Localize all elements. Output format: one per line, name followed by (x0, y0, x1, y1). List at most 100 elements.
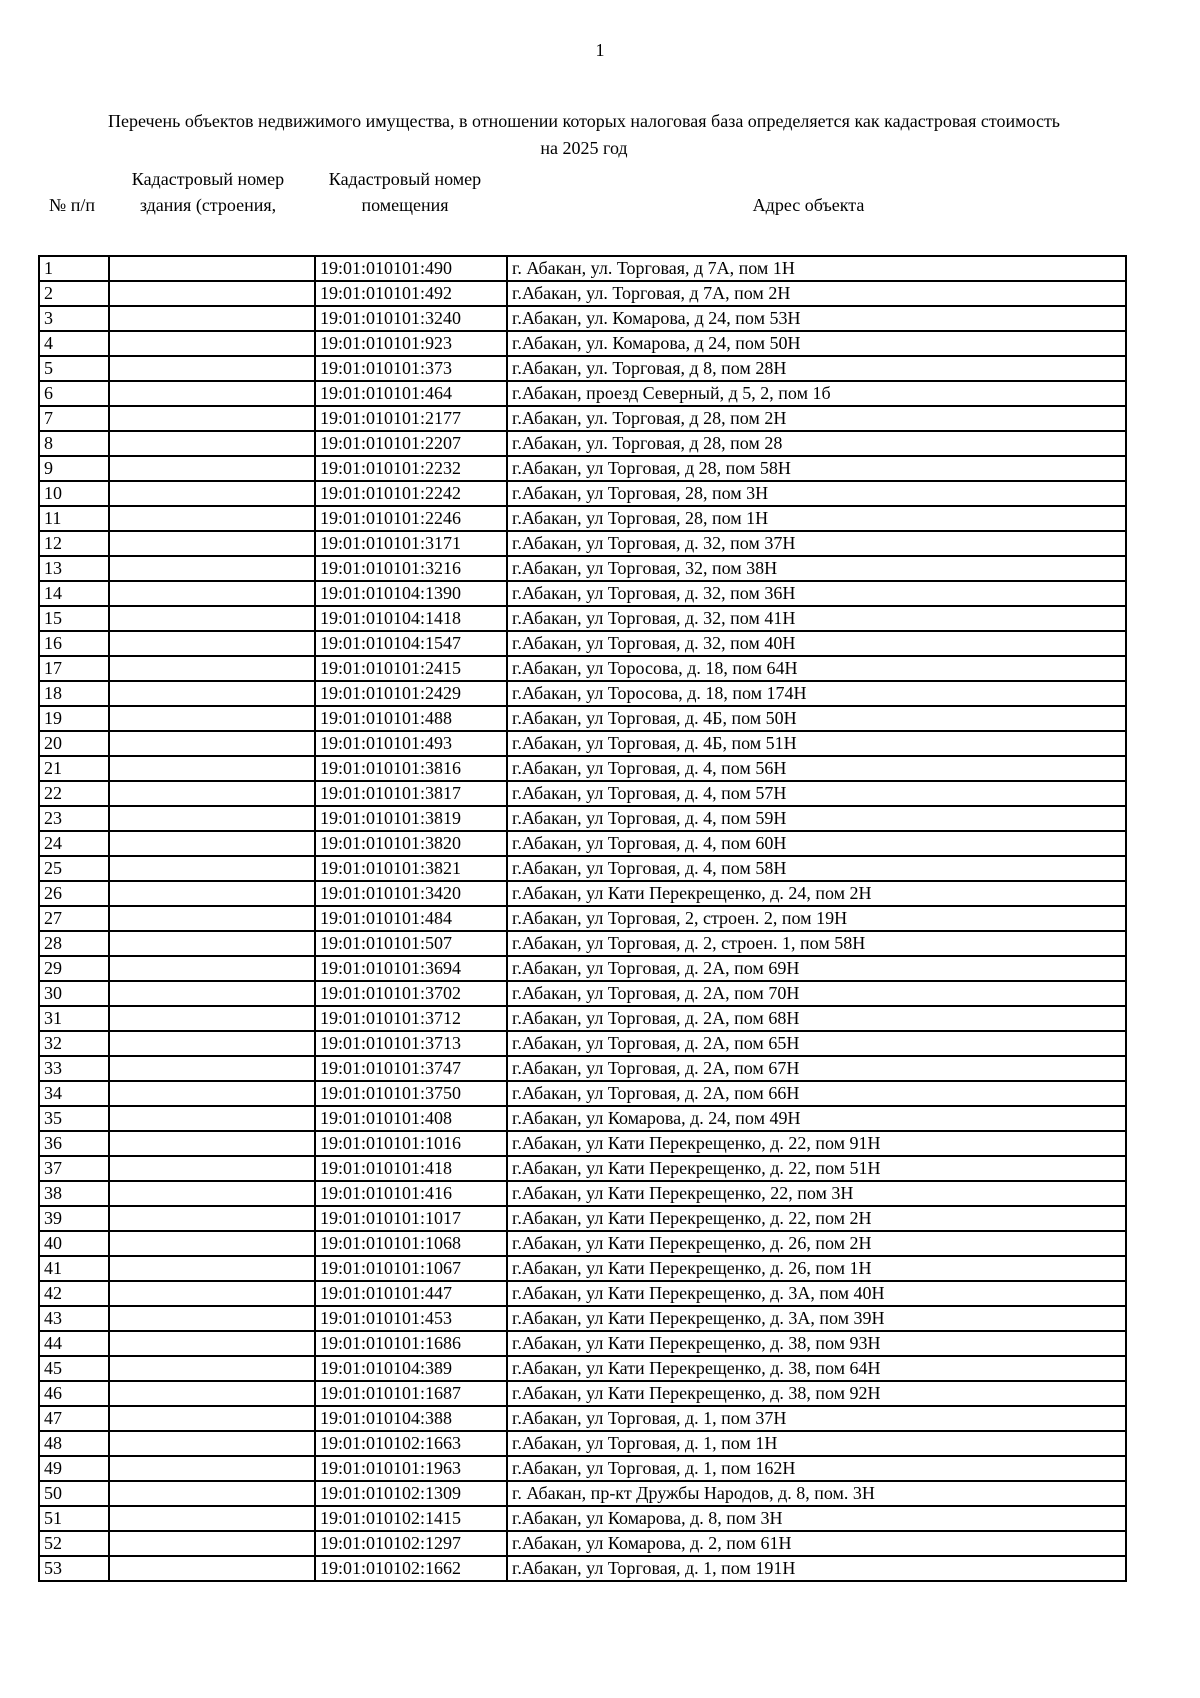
object-address-cell: г.Абакан, ул Торговая, д. 2А, пом 65Н (506, 1030, 1127, 1057)
table-row: 51 19:01:010102:1415 г.Абакан, ул Комарова… (38, 1505, 1127, 1532)
row-number-cell: 1 (38, 255, 110, 282)
building-cadastral-number-cell (108, 955, 316, 982)
row-number-cell: 35 (38, 1105, 110, 1132)
table-row: 44 19:01:010101:1686 г.Абакан, ул Кати Пер… (38, 1330, 1127, 1357)
object-address-cell: г.Абакан, ул Торговая, д. 2, строен. 1, … (506, 930, 1127, 957)
building-cadastral-number-cell (108, 1505, 316, 1532)
object-address-cell: г.Абакан, ул Комарова, д. 24, пом 49Н (506, 1105, 1127, 1132)
row-number-cell: 2 (38, 280, 110, 307)
building-cadastral-number-cell (108, 1055, 316, 1082)
row-number-cell: 27 (38, 905, 110, 932)
object-address-cell: г.Абакан, ул Торговая, 2, строен. 2, пом… (506, 905, 1127, 932)
table-header-row: № п/п Кадастровый номер здания (строения… (38, 166, 1117, 218)
row-number-cell: 50 (38, 1480, 110, 1507)
room-cadastral-number-cell: 19:01:010101:3747 (314, 1055, 508, 1082)
room-cadastral-number-cell: 19:01:010104:389 (314, 1355, 508, 1382)
row-number-cell: 51 (38, 1505, 110, 1532)
table-row: 10 19:01:010101:2242 г.Абакан, ул Торговая… (38, 480, 1127, 507)
row-number-cell: 49 (38, 1455, 110, 1482)
building-cadastral-number-cell (108, 455, 316, 482)
object-address-cell: г.Абакан, ул Торосова, д. 18, пом 174Н (506, 680, 1127, 707)
row-number-cell: 47 (38, 1405, 110, 1432)
objects-table: 1 19:01:010101:490 г. Абакан, ул. Торговая… (38, 255, 1127, 1582)
building-cadastral-number-cell (108, 405, 316, 432)
row-number-cell: 19 (38, 705, 110, 732)
room-cadastral-number-cell: 19:01:010101:3171 (314, 530, 508, 557)
row-number-cell: 53 (38, 1555, 110, 1582)
object-address-cell: г.Абакан, ул Торговая, д. 32, пом 41Н (506, 605, 1127, 632)
table-row: 46 19:01:010101:1687 г.Абакан, ул Кати Пер… (38, 1380, 1127, 1407)
room-cadastral-number-cell: 19:01:010101:488 (314, 705, 508, 732)
building-cadastral-number-cell (108, 805, 316, 832)
building-cadastral-number-cell (108, 480, 316, 507)
object-address-cell: г.Абакан, ул. Торговая, д 7А, пом 2Н (506, 280, 1127, 307)
object-address-cell: г.Абакан, ул Торговая, д. 2А, пом 66Н (506, 1080, 1127, 1107)
row-number-cell: 17 (38, 655, 110, 682)
table-row: 48 19:01:010102:1663 г.Абакан, ул Торговая… (38, 1430, 1127, 1457)
object-address-cell: г.Абакан, ул Торговая, д 28, пом 58Н (506, 455, 1127, 482)
object-address-cell: г.Абакан, ул Кати Перекрещенко, д. 38, п… (506, 1380, 1127, 1407)
object-address-cell: г.Абакан, ул Торговая, д. 1, пом 1Н (506, 1430, 1127, 1457)
building-cadastral-number-cell (108, 930, 316, 957)
room-cadastral-number-cell: 19:01:010101:3712 (314, 1005, 508, 1032)
room-cadastral-number-cell: 19:01:010101:2246 (314, 505, 508, 532)
room-cadastral-number-cell: 19:01:010101:1686 (314, 1330, 508, 1357)
row-number-cell: 38 (38, 1180, 110, 1207)
building-cadastral-number-cell (108, 605, 316, 632)
table-row: 24 19:01:010101:3820 г.Абакан, ул Торговая… (38, 830, 1127, 857)
object-address-cell: г.Абакан, ул Торговая, д. 32, пом 37Н (506, 530, 1127, 557)
row-number-cell: 12 (38, 530, 110, 557)
object-address-cell: г.Абакан, проезд Северный, д 5, 2, пом 1… (506, 380, 1127, 407)
room-cadastral-number-cell: 19:01:010101:1687 (314, 1380, 508, 1407)
room-cadastral-number-cell: 19:01:010101:484 (314, 905, 508, 932)
object-address-cell: г.Абакан, ул Торговая, д. 1, пом 191Н (506, 1555, 1127, 1582)
object-address-cell: г.Абакан, ул Торговая, 28, пом 3Н (506, 480, 1127, 507)
row-number-cell: 8 (38, 430, 110, 457)
row-number-cell: 33 (38, 1055, 110, 1082)
room-cadastral-number-cell: 19:01:010102:1663 (314, 1430, 508, 1457)
building-cadastral-number-cell (108, 730, 316, 757)
table-row: 22 19:01:010101:3817 г.Абакан, ул Торговая… (38, 780, 1127, 807)
room-cadastral-number-cell: 19:01:010101:2429 (314, 680, 508, 707)
row-number-cell: 22 (38, 780, 110, 807)
table-row: 34 19:01:010101:3750 г.Абакан, ул Торговая… (38, 1080, 1127, 1107)
building-cadastral-number-cell (108, 330, 316, 357)
room-cadastral-number-cell: 19:01:010101:3816 (314, 755, 508, 782)
column-header-row-number: № п/п (49, 195, 95, 215)
table-row: 49 19:01:010101:1963 г.Абакан, ул Торговая… (38, 1455, 1127, 1482)
table-row: 17 19:01:010101:2415 г.Абакан, ул Торосова… (38, 655, 1127, 682)
table-row: 19 19:01:010101:488 г.Абакан, ул Торговая,… (38, 705, 1127, 732)
object-address-cell: г.Абакан, ул Торговая, д. 2А, пом 69Н (506, 955, 1127, 982)
table-row: 18 19:01:010101:2429 г.Абакан, ул Торосова… (38, 680, 1127, 707)
row-number-cell: 24 (38, 830, 110, 857)
building-cadastral-number-cell (108, 1555, 316, 1582)
object-address-cell: г.Абакан, ул. Комарова, д 24, пом 53Н (506, 305, 1127, 332)
object-address-cell: г.Абакан, ул Торговая, д. 4, пом 57Н (506, 780, 1127, 807)
room-cadastral-number-cell: 19:01:010101:3820 (314, 830, 508, 857)
building-cadastral-number-cell (108, 1530, 316, 1557)
object-address-cell: г. Абакан, пр-кт Дружбы Народов, д. 8, п… (506, 1480, 1127, 1507)
row-number-cell: 30 (38, 980, 110, 1007)
row-number-cell: 5 (38, 355, 110, 382)
row-number-cell: 26 (38, 880, 110, 907)
room-cadastral-number-cell: 19:01:010101:3821 (314, 855, 508, 882)
table-row: 2 19:01:010101:492 г.Абакан, ул. Торговая,… (38, 280, 1127, 307)
column-header-room-cadastral-number: Кадастровый номер помещения (328, 169, 482, 215)
row-number-cell: 9 (38, 455, 110, 482)
table-row: 1 19:01:010101:490 г. Абакан, ул. Торговая… (38, 255, 1127, 282)
object-address-cell: г.Абакан, ул Кати Перекрещенко, д. 22, п… (506, 1155, 1127, 1182)
building-cadastral-number-cell (108, 1305, 316, 1332)
building-cadastral-number-cell (108, 705, 316, 732)
room-cadastral-number-cell: 19:01:010101:507 (314, 930, 508, 957)
building-cadastral-number-cell (108, 1180, 316, 1207)
building-cadastral-number-cell (108, 655, 316, 682)
row-number-cell: 6 (38, 380, 110, 407)
row-number-cell: 52 (38, 1530, 110, 1557)
row-number-cell: 20 (38, 730, 110, 757)
room-cadastral-number-cell: 19:01:010101:1067 (314, 1255, 508, 1282)
building-cadastral-number-cell (108, 1155, 316, 1182)
room-cadastral-number-cell: 19:01:010101:416 (314, 1180, 508, 1207)
object-address-cell: г.Абакан, ул Торговая, д. 32, пом 36Н (506, 580, 1127, 607)
table-row: 7 19:01:010101:2177 г.Абакан, ул. Торговая… (38, 405, 1127, 432)
